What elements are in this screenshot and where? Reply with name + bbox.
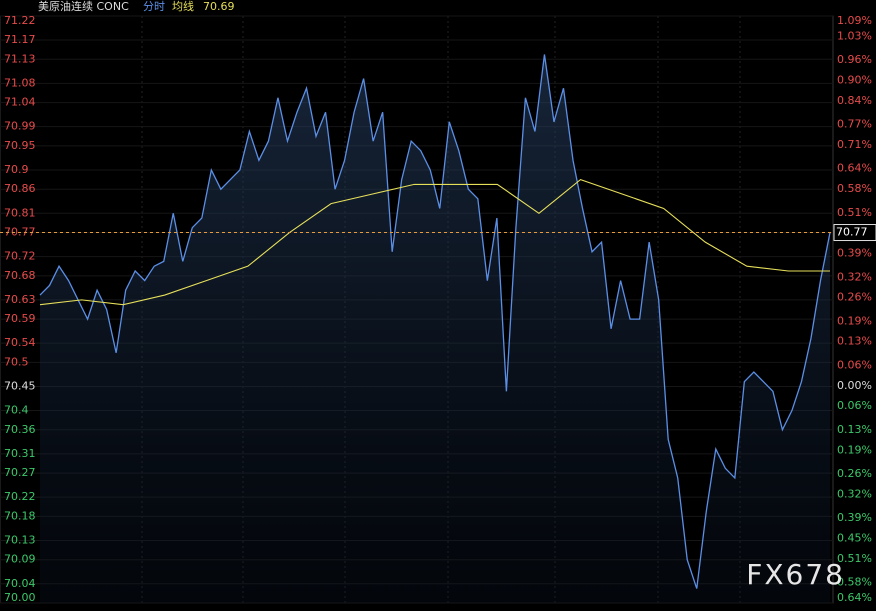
y-tick-label: 70.31	[4, 447, 36, 460]
y-tick-label: 71.04	[4, 96, 36, 109]
y-tick-label: 70.99	[4, 120, 36, 133]
y2-tick-label: 0.77%	[837, 118, 872, 131]
y2-tick-label: 0.19%	[837, 314, 872, 327]
avg-label: 均线	[172, 0, 194, 13]
y-tick-label: 70.59	[4, 312, 36, 325]
y-tick-label: 70.86	[4, 182, 36, 195]
symbol: 美原油连续 CONC	[38, 0, 129, 13]
y-tick-label: 70.95	[4, 139, 36, 152]
y2-tick-label: 0.96%	[837, 53, 872, 66]
y-tick-label: 70.04	[4, 577, 36, 590]
y-tick-label: 71.13	[4, 52, 36, 65]
y-tick-label: 70.36	[4, 423, 36, 436]
y2-tick-label: 0.13%	[837, 335, 872, 348]
y2-tick-label: 0.51%	[837, 206, 872, 219]
y2-tick-label: 0.26%	[837, 467, 872, 480]
y-tick-label: 70.13	[4, 533, 36, 546]
y2-tick-label: 0.45%	[837, 532, 872, 545]
y2-tick-label: 0.90%	[837, 73, 872, 86]
price-area	[40, 54, 830, 603]
last-price-box	[833, 224, 876, 242]
y2-tick-label: 0.51%	[837, 552, 872, 565]
y2-tick-label: 0.00%	[837, 379, 872, 392]
y-tick-label: 70.68	[4, 269, 36, 282]
y2-tick-label: 0.32%	[837, 487, 872, 500]
y2-tick-label: 0.58%	[837, 182, 872, 195]
y-tick-label: 71.22	[4, 14, 36, 27]
y2-tick-label: 0.39%	[837, 511, 872, 524]
avg-value: 70.69	[203, 0, 235, 13]
y2-tick-label: 0.32%	[837, 270, 872, 283]
y-tick-label: 70.5	[4, 355, 29, 368]
y2-tick-label: 0.06%	[837, 399, 872, 412]
y2-tick-label: 0.13%	[837, 423, 872, 436]
y2-tick-label: 0.06%	[837, 358, 872, 371]
y2-tick-label: 1.03%	[837, 29, 872, 42]
y2-tick-label: 0.26%	[837, 291, 872, 304]
y-tick-label: 70.54	[4, 336, 36, 349]
y-tick-label: 70.45	[4, 379, 36, 392]
last-price-label: 70.77	[836, 226, 868, 239]
y2-tick-label: 0.71%	[837, 138, 872, 151]
y2-tick-label: 0.19%	[837, 443, 872, 456]
y-tick-label: 70.00	[4, 591, 36, 604]
y-tick-label: 70.18	[4, 509, 36, 522]
mode: 分时	[143, 0, 165, 13]
y-tick-label: 70.63	[4, 293, 36, 306]
avg-line	[39, 178, 830, 306]
y2-tick-label: 0.64%	[837, 591, 872, 604]
y-tick-label: 70.22	[4, 490, 36, 503]
y2-tick-label: 0.39%	[837, 247, 872, 260]
y2-tick-label: 1.09%	[837, 14, 872, 27]
price-line	[39, 54, 831, 589]
y-tick-label: 70.4	[4, 404, 29, 417]
y2-tick-label: 0.84%	[837, 94, 872, 107]
y2-tick-label: 0.58%	[837, 576, 872, 589]
y-tick-label: 70.27	[4, 466, 36, 479]
y-tick-label: 70.81	[4, 206, 36, 219]
watermark: FX678	[746, 558, 845, 591]
y-tick-label: 71.17	[4, 33, 36, 46]
y-tick-label: 70.72	[4, 250, 36, 263]
y2-tick-label: 0.64%	[837, 162, 872, 175]
y-tick-label: 71.08	[4, 76, 36, 89]
y-tick-label: 70.9	[4, 163, 29, 176]
y-tick-label: 70.09	[4, 553, 36, 566]
